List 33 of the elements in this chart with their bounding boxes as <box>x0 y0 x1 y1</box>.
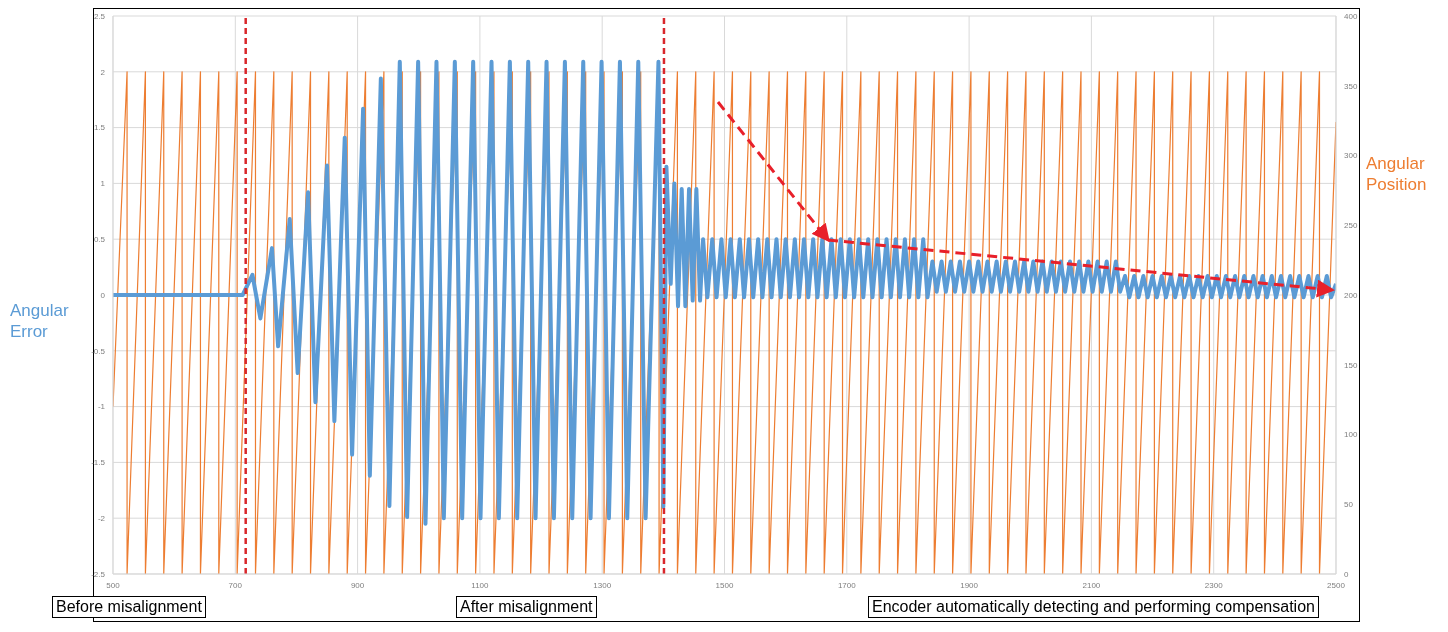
y2-tick-label: 300 <box>1344 151 1358 161</box>
text: After misalignment <box>456 596 597 618</box>
x-tick-label: 1300 <box>593 580 612 590</box>
y2-tick-label: 250 <box>1344 221 1358 231</box>
x-tick-label: 1900 <box>960 580 979 590</box>
y-tick-label: -1 <box>97 402 106 412</box>
y-tick-label: 2.5 <box>93 11 106 21</box>
text: Encoder automatically detecting and performing compensation <box>868 596 1319 618</box>
x-tick-label: 1100 <box>471 580 490 590</box>
y-tick-label: 0 <box>100 290 106 300</box>
x-tick-label: 900 <box>350 580 365 590</box>
y2-axis-title: Angular Position <box>1366 153 1428 195</box>
y2-tick-label: 350 <box>1344 81 1358 91</box>
y-tick-label: -2 <box>97 514 106 524</box>
x-tick-label: 2100 <box>1082 580 1101 590</box>
y-tick-label: 1 <box>100 179 106 189</box>
y2-tick-label: 200 <box>1344 290 1358 300</box>
y-tick-label: 0.5 <box>93 235 106 245</box>
y-tick-label: 1.5 <box>93 123 106 133</box>
y2-tick-label: 150 <box>1344 360 1358 370</box>
x-tick-label: 2500 <box>1327 580 1346 590</box>
y2-tick-label: 0 <box>1344 569 1349 579</box>
y2-tick-label: 50 <box>1344 500 1354 510</box>
y2-tick-label: 100 <box>1344 430 1358 440</box>
text: Before misalignment <box>52 596 206 618</box>
x-tick-label: 700 <box>228 580 243 590</box>
x-tick-label: 1500 <box>715 580 734 590</box>
x-tick-label: 500 <box>106 580 121 590</box>
y2-tick-label: 400 <box>1344 11 1358 21</box>
x-tick-label: 2300 <box>1204 580 1224 590</box>
x-tick-label: 1700 <box>837 580 857 590</box>
y-axis-title: Angular Error <box>10 300 70 342</box>
y-tick-label: 2 <box>100 67 106 77</box>
